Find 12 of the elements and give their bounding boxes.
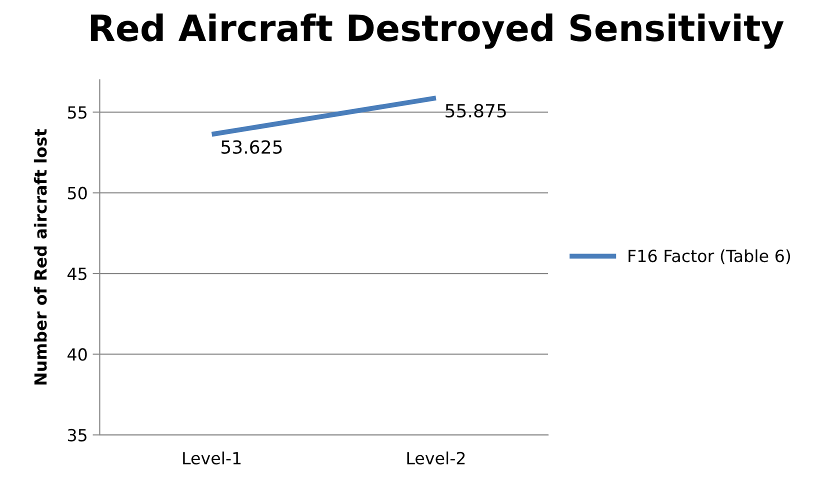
y-axis-title: Number of Red aircraft lost <box>34 129 47 385</box>
data-label: 53.625 <box>222 140 282 154</box>
chart-title: Red Aircraft Destroyed Sensitivity <box>90 14 784 49</box>
y-tick-label: 40 <box>68 348 87 361</box>
y-tick-label: 50 <box>68 186 87 200</box>
x-tick-label: Level-2 <box>407 452 465 464</box>
y-tick-label: 45 <box>68 268 86 280</box>
legend-label: F16 Factor (Table 6) <box>628 249 790 264</box>
y-tick-label: 55 <box>68 106 86 119</box>
data-label: 55.875 <box>446 104 506 118</box>
y-tick-label: 35 <box>68 428 86 442</box>
x-tick-label: Level-1 <box>183 452 241 464</box>
